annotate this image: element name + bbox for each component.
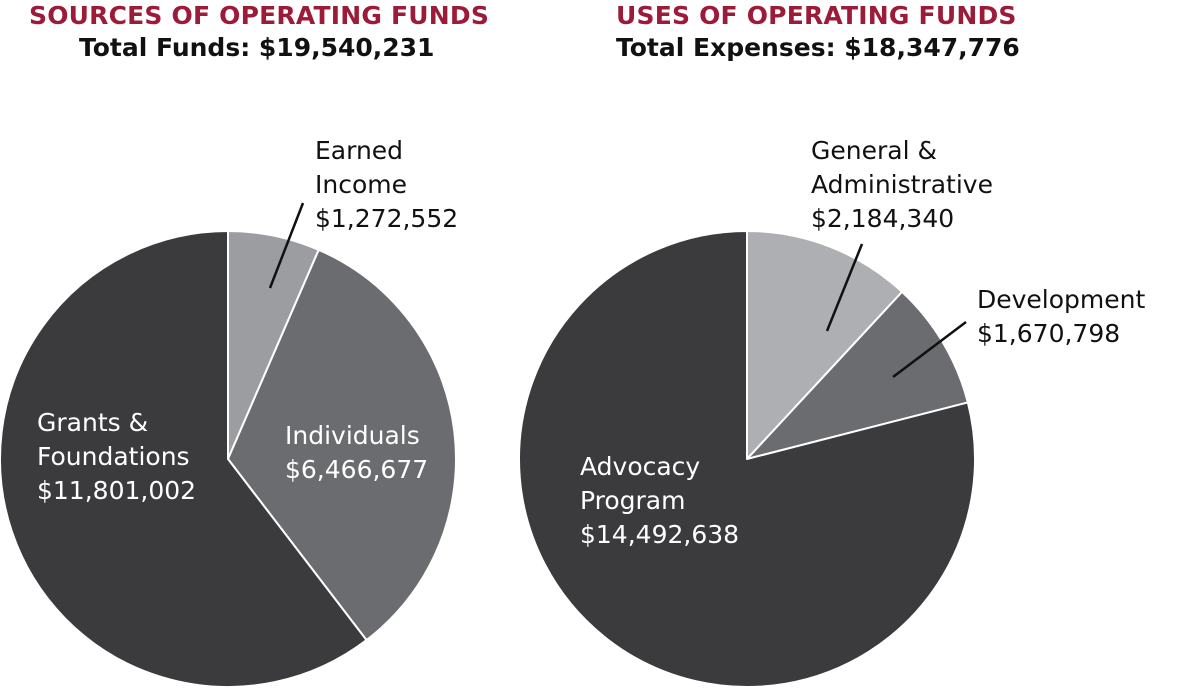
slice-advocacy-program (518, 230, 976, 688)
leader-earned-income (268, 202, 305, 289)
slice-name-line: Development (977, 285, 1146, 314)
slice-value: $2,184,340 (811, 204, 955, 233)
slice-label-grants-foundations: Grants & Foundations $11,801,002 (37, 406, 196, 508)
uses-heading: USES OF OPERATING FUNDS (616, 1, 1017, 30)
slice-label-individuals: Individuals $6,466,677 (285, 419, 428, 487)
slice-name-line: Program (580, 486, 686, 515)
slice-name-line: Administrative (811, 170, 993, 199)
slice-grants-foundations (0, 230, 368, 688)
leader-lines (268, 202, 967, 378)
slice-label-advocacy-program: Advocacy Program $14,492,638 (580, 450, 739, 552)
uses-pie (518, 230, 976, 688)
slice-value: $6,466,677 (285, 455, 429, 484)
slice-value: $1,670,798 (977, 319, 1121, 348)
slice-label-earned-income: Earned Income $1,272,552 (315, 134, 458, 236)
slice-name-line: Income (315, 170, 407, 199)
slice-label-general-administrative: General & Administrative $2,184,340 (811, 134, 993, 236)
slice-label-development: Development $1,670,798 (977, 283, 1145, 351)
slice-individuals (227, 248, 457, 642)
sources-heading: SOURCES OF OPERATING FUNDS (29, 1, 490, 30)
slice-value: $14,492,638 (580, 520, 740, 549)
sources-total: Total Funds: $19,540,231 (79, 33, 435, 62)
slice-development (746, 290, 969, 460)
uses-total: Total Expenses: $18,347,776 (616, 33, 1020, 62)
leader-general-administrative (825, 243, 864, 332)
slice-name-line: Advocacy (580, 452, 701, 481)
slice-value: $1,272,552 (315, 204, 459, 233)
leader-development (892, 321, 967, 378)
slice-name-line: General & (811, 136, 937, 165)
slice-general-administrative (746, 230, 904, 460)
slice-name-line: Earned (315, 136, 404, 165)
slice-value: $11,801,002 (37, 476, 197, 505)
slice-name-line: Grants & (37, 408, 149, 437)
slice-name-line: Individuals (285, 421, 420, 450)
sources-pie (0, 230, 457, 688)
slice-name-line: Foundations (37, 442, 190, 471)
